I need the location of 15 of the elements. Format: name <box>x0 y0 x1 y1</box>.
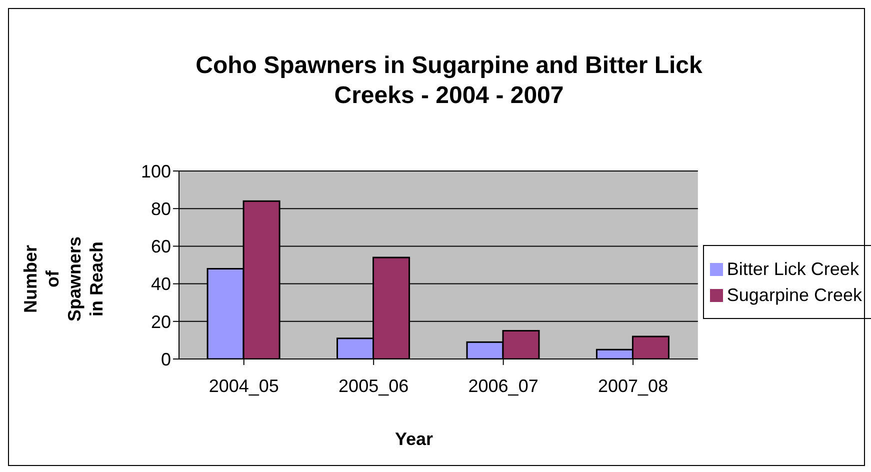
x-tick-label: 2006_07 <box>468 376 538 396</box>
y-tick-label: 80 <box>150 198 171 219</box>
x-tick-label: 2004_05 <box>208 376 279 396</box>
y-tick-label: 60 <box>150 236 171 257</box>
y-tick-label: 20 <box>150 312 171 332</box>
x-tick-label: 2007_08 <box>598 376 668 396</box>
y-tick-label: 40 <box>150 274 171 294</box>
x-tick-label: 2005_06 <box>338 376 409 396</box>
legend-label: Bitter Lick Creek <box>726 258 859 278</box>
y-tick-label: 100 <box>140 161 171 182</box>
chart-title: Coho Spawners in Sugarpine and Bitter Lick Creeks - 2004 - 2007 <box>194 51 704 111</box>
legend-label: Sugarpine Creek <box>726 284 862 304</box>
y-axis-title: Number of Spawners in Reach <box>20 236 108 322</box>
y-tick-label: 0 <box>160 349 171 370</box>
x-axis-title: Year <box>394 429 434 450</box>
